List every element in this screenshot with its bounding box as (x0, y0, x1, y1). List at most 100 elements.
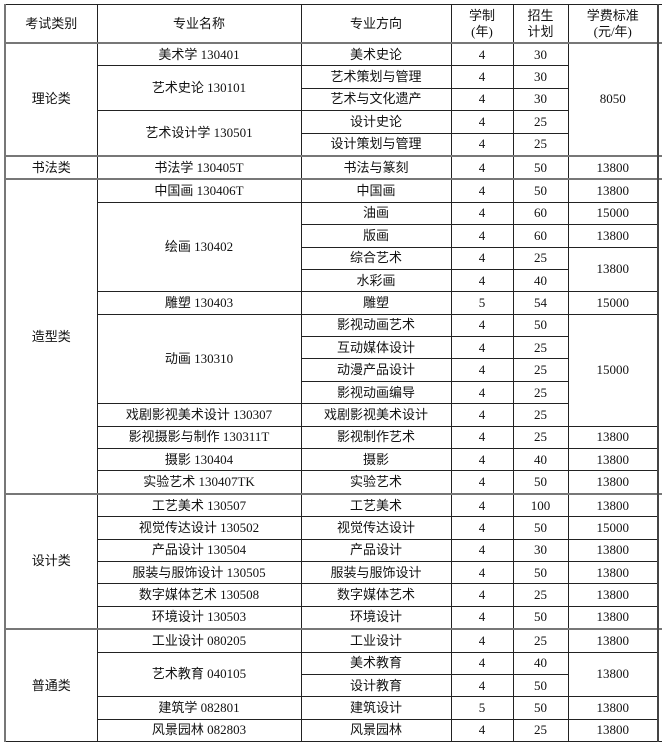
cell-direction: 摄影 (300, 448, 452, 472)
truncated-column (657, 4, 662, 44)
cell-direction: 动漫产品设计 (300, 358, 452, 382)
truncated-cell (657, 178, 662, 495)
cell-direction: 设计教育 (300, 673, 452, 698)
cell-years: 4 (450, 492, 514, 518)
cell-fee: 13800 (567, 628, 659, 653)
cell-fee: 15000 (567, 291, 659, 315)
cell-years: 4 (450, 583, 514, 607)
table-row: 影视动画编导 4 25 (5, 380, 662, 405)
cell-years: 4 (450, 132, 514, 157)
cell-plan: 50 (512, 313, 569, 338)
cell-years: 4 (450, 201, 514, 226)
cell-years: 4 (450, 470, 514, 495)
cell-direction: 设计史论 (300, 110, 452, 134)
cell-years: 4 (450, 380, 514, 405)
truncated-cell (657, 42, 662, 157)
cell-plan: 50 (512, 560, 569, 585)
header-years: 学制 (年) (450, 4, 514, 44)
table-row: 书法类 书法学 130405T 书法与篆刻 4 50 13800 (4, 154, 662, 180)
cell-plan: 30 (512, 42, 569, 67)
cell-plan: 40 (512, 651, 569, 675)
cell-years: 4 (450, 224, 514, 248)
truncated-cell (657, 628, 662, 743)
table-row: 互动媒体设计 4 25 (5, 336, 662, 360)
cell-direction: 工业设计 (300, 628, 452, 653)
cell-direction: 产品设计 (300, 538, 452, 562)
table-body: 理论类 美术学 130401 美术史论 4 30 8050 艺术史论 130101 艺术策划与… (4, 42, 662, 743)
table-row: 戏剧影视美术设计 130307 戏剧影视美术设计 4 25 (5, 403, 662, 427)
cell-years: 4 (450, 87, 514, 112)
table-row: 摄影 130404 摄影 4 40 13800 (5, 448, 662, 472)
cell-fee: 15000 (567, 201, 659, 226)
table-row: 艺术史论 130101 艺术策划与管理 4 30 (5, 65, 662, 112)
table-row: 水彩画 4 40 (5, 268, 662, 293)
header-category: 考试类别 (4, 4, 98, 44)
cell-plan: 60 (512, 224, 569, 248)
cell-major: 中国画 130406T (96, 178, 302, 203)
table-row: 雕塑 130403 雕塑 5 54 15000 (5, 291, 662, 315)
truncated-cell (657, 492, 662, 630)
table-row: 影视摄影与制作 130311T 影视制作艺术 4 25 13800 (5, 425, 662, 450)
cell-years: 4 (450, 358, 514, 382)
cell-years: 4 (450, 154, 514, 180)
cell-years: 4 (450, 110, 514, 134)
cell-years: 5 (450, 291, 514, 315)
cell-plan: 54 (512, 291, 569, 315)
cell-years: 5 (450, 696, 514, 720)
cell-fee: 15000 (567, 313, 659, 427)
table-row: 动画 130310 影视动画艺术 4 50 15000 (5, 313, 662, 427)
cell-category: 造型类 (4, 178, 98, 495)
cell-category: 设计类 (4, 492, 98, 630)
table-row: 理论类 美术学 130401 美术史论 4 30 8050 (4, 42, 662, 157)
cell-fee: 13800 (567, 154, 659, 180)
cell-direction: 环境设计 (300, 605, 452, 630)
table-row: 艺术教育 040105 美术教育 4 40 13800 (5, 651, 662, 698)
cell-plan: 25 (512, 425, 569, 450)
cell-major: 戏剧影视美术设计 130307 (96, 403, 302, 427)
cell-years: 4 (450, 42, 514, 67)
cell-fee: 13800 (567, 246, 659, 293)
cell-fee: 13800 (567, 538, 659, 562)
cell-direction: 影视动画艺术 (300, 313, 452, 338)
cell-fee: 13800 (567, 651, 659, 698)
cell-years: 4 (450, 65, 514, 89)
cell-major: 环境设计 130503 (96, 605, 302, 630)
enrollment-table: 考试类别 专业名称 专业方向 学制 (年) 招生 计划 学费标准 (元/年) 理… (4, 4, 662, 743)
cell-major: 服装与服饰设计 130505 (96, 560, 302, 585)
cell-plan: 30 (512, 538, 569, 562)
cell-direction: 书法与篆刻 (300, 154, 452, 180)
table-row: 实验艺术 130407TK 实验艺术 4 50 13800 (5, 470, 662, 495)
cell-plan: 25 (512, 380, 569, 405)
table-row: 造型类 中国画 130406T 中国画 4 50 13800 (4, 178, 662, 495)
cell-major: 绘画 130402 (96, 201, 302, 293)
cell-direction: 工艺美术 (300, 492, 452, 518)
cell-plan: 25 (512, 246, 569, 270)
cell-direction: 水彩画 (300, 268, 452, 293)
cell-years: 4 (450, 313, 514, 338)
cell-years: 4 (450, 448, 514, 472)
table-row: 普通类 工业设计 080205 工业设计 4 25 13800 (4, 628, 662, 743)
cell-fee: 13800 (567, 492, 659, 518)
cell-plan: 50 (512, 605, 569, 630)
table-row: 环境设计 130503 环境设计 4 50 13800 (5, 605, 662, 630)
cell-fee: 13800 (567, 178, 659, 203)
cell-direction: 服装与服饰设计 (300, 560, 452, 585)
cell-direction: 艺术与文化遗产 (300, 87, 452, 112)
table-row: 数字媒体艺术 130508 数字媒体艺术 4 25 13800 (5, 583, 662, 607)
table-row: 设计类 工艺美术 130507 工艺美术 4 100 13800 (4, 492, 662, 630)
cell-fee: 13800 (567, 224, 659, 248)
cell-years: 4 (450, 268, 514, 293)
cell-major: 数字媒体艺术 130508 (96, 583, 302, 607)
cell-plan: 25 (512, 403, 569, 427)
cell-major: 书法学 130405T (96, 154, 302, 180)
truncated-cell (657, 154, 662, 180)
cell-major: 美术学 130401 (96, 42, 302, 67)
table-row: 绘画 130402 油画 4 60 15000 (5, 201, 662, 293)
cell-major: 工业设计 080205 (96, 628, 302, 653)
cell-direction: 油画 (300, 201, 452, 226)
cell-years: 4 (450, 718, 514, 743)
cell-direction: 互动媒体设计 (300, 336, 452, 360)
cell-fee: 13800 (567, 470, 659, 495)
cell-plan: 50 (512, 696, 569, 720)
header-major: 专业名称 (96, 4, 302, 44)
